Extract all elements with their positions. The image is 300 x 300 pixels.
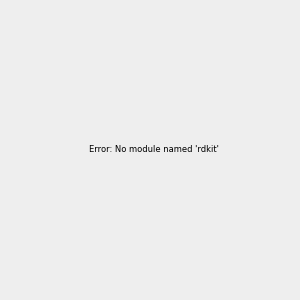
Text: Error: No module named 'rdkit': Error: No module named 'rdkit' [89,145,219,154]
